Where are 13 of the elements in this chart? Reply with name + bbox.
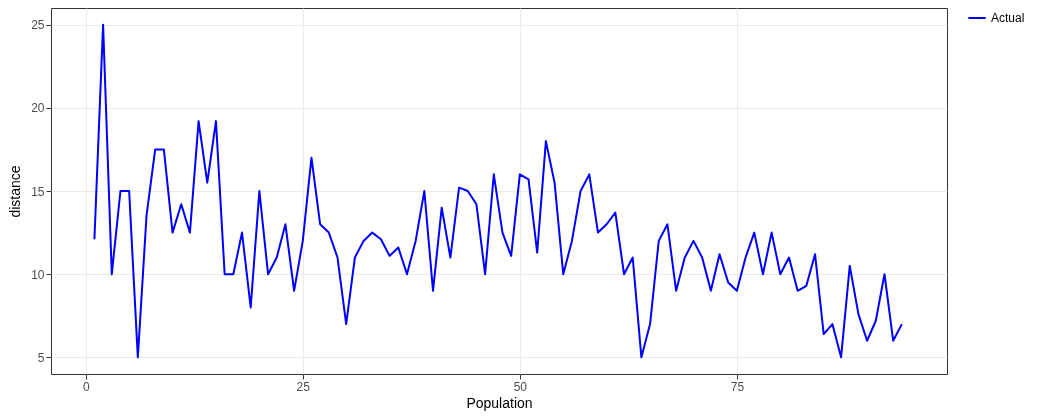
y-tick-label: 25 xyxy=(31,18,45,33)
x-tick-label: 75 xyxy=(730,379,745,394)
legend-label: Actual xyxy=(991,11,1025,25)
y-axis-title: distance xyxy=(7,165,24,218)
y-tick-label: 20 xyxy=(31,101,45,116)
x-axis-title: Population xyxy=(466,394,533,411)
y-tick-label: 10 xyxy=(31,267,45,282)
y-tick-label: 5 xyxy=(37,350,45,365)
x-tick-label: 25 xyxy=(296,379,311,394)
x-tick-label: 0 xyxy=(82,379,90,394)
y-tick-label: 15 xyxy=(31,184,45,199)
line-series xyxy=(93,23,903,359)
x-tick-label: 50 xyxy=(513,379,528,394)
